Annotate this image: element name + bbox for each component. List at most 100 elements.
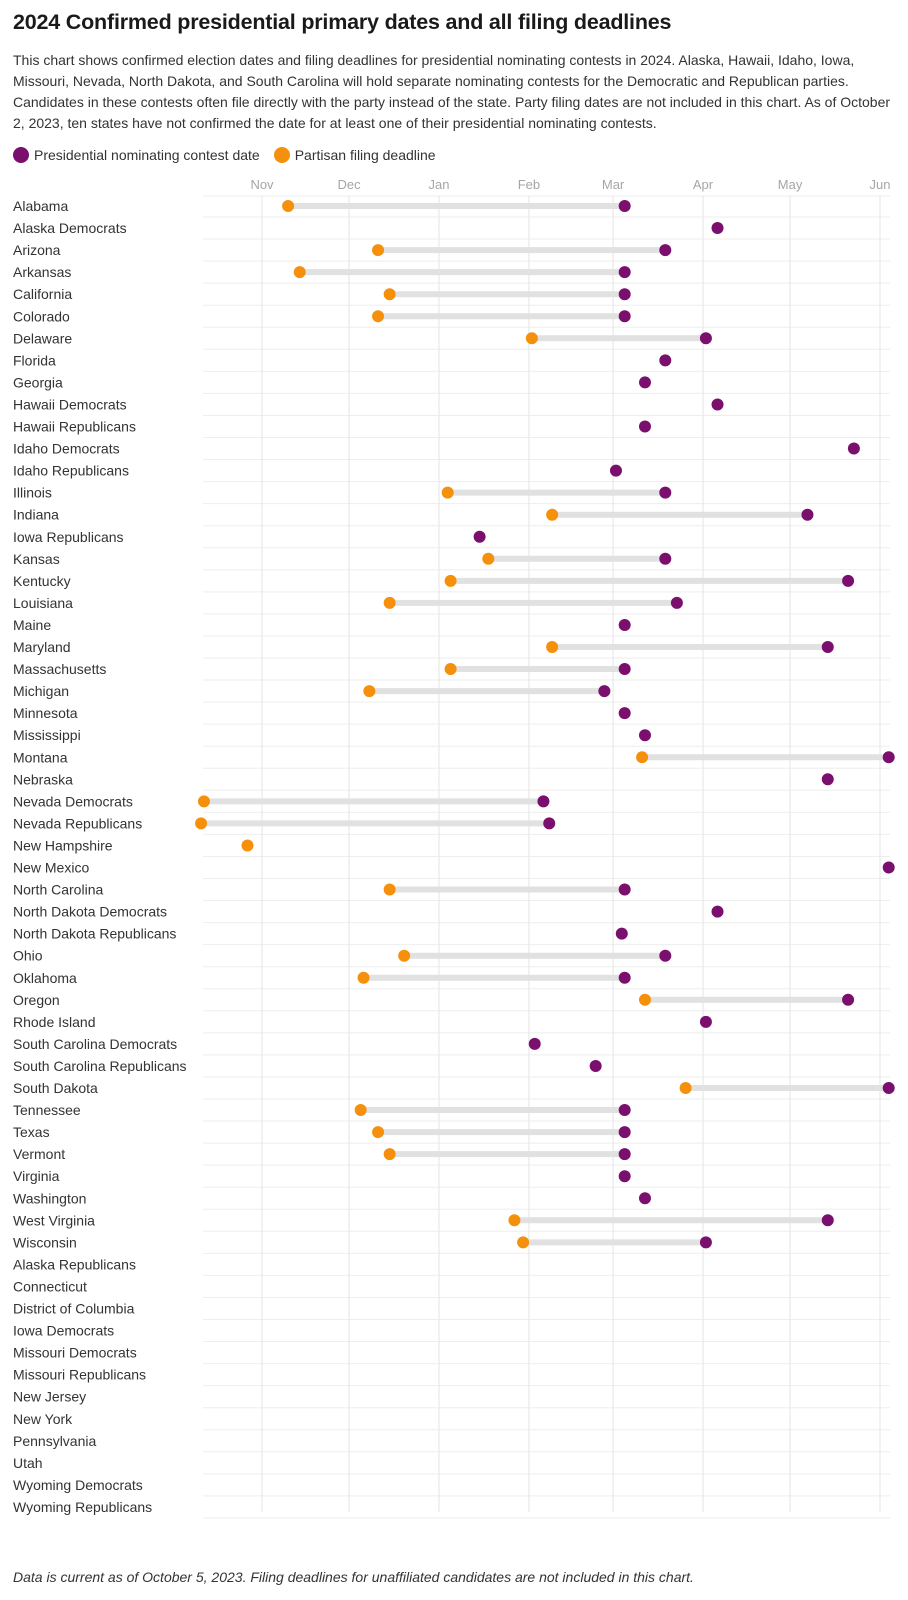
- row-label: West Virginia: [13, 1212, 95, 1228]
- x-tick-label: Dec: [337, 177, 361, 192]
- contest-dot: [882, 861, 895, 874]
- row-label: Idaho Republicans: [13, 463, 129, 479]
- contest-dot: [609, 464, 622, 477]
- contest-dot: [589, 1059, 602, 1072]
- row-label: North Dakota Democrats: [13, 904, 167, 920]
- contest-dot: [618, 310, 631, 323]
- row-label: North Carolina: [13, 882, 103, 898]
- deadline-dot: [444, 574, 457, 587]
- contest-dot: [537, 795, 550, 808]
- contest-dot: [618, 266, 631, 279]
- deadline-dot: [363, 685, 376, 698]
- contest-dot: [618, 1170, 631, 1183]
- row-label: Louisiana: [13, 595, 73, 611]
- deadline-dot: [383, 1148, 396, 1161]
- row-label: Wyoming Democrats: [13, 1477, 143, 1493]
- row-label: Maine: [13, 617, 51, 633]
- row-label: Maryland: [13, 639, 71, 655]
- contest-dot: [821, 1214, 834, 1227]
- contest-dot: [842, 574, 855, 587]
- row-label: Michigan: [13, 683, 69, 699]
- contest-dot: [638, 729, 651, 742]
- contest-dot: [618, 971, 631, 984]
- chart-title: 2024 Confirmed presidential primary date…: [13, 10, 672, 34]
- row-label: Minnesota: [13, 705, 78, 721]
- row-label: Kentucky: [13, 573, 71, 589]
- legend-item-contest: Presidential nominating contest date: [13, 147, 260, 163]
- deadline-dot: [525, 332, 538, 345]
- row-label: Wisconsin: [13, 1234, 77, 1250]
- row-label: Hawaii Democrats: [13, 396, 127, 412]
- contest-dot: [821, 773, 834, 786]
- contest-dot: [618, 1148, 631, 1161]
- contest-dot: [473, 530, 486, 543]
- row-label: Oregon: [13, 992, 60, 1008]
- row-label: Illinois: [13, 485, 52, 501]
- row-label: Ohio: [13, 948, 43, 964]
- row-label: Delaware: [13, 330, 72, 346]
- contest-dot: [699, 1015, 712, 1028]
- contest-dot: [543, 817, 556, 830]
- row-label: Missouri Republicans: [13, 1367, 146, 1383]
- legend-item-deadline: Partisan filing deadline: [273, 147, 436, 163]
- contest-dot: [882, 1082, 895, 1094]
- x-tick-label: Jan: [429, 177, 450, 192]
- contest-dot: [618, 707, 631, 720]
- deadline-dot: [508, 1214, 521, 1227]
- contest-dot: [699, 332, 712, 345]
- row-label: New Jersey: [13, 1389, 86, 1405]
- row-label: California: [13, 286, 72, 302]
- deadline-dot: [293, 266, 306, 279]
- row-label: Florida: [13, 352, 56, 368]
- contest-dot: [670, 596, 683, 609]
- contest-dot: [659, 552, 672, 565]
- row-label: Nevada Democrats: [13, 793, 133, 809]
- x-tick-label: Jun: [870, 177, 891, 192]
- deadline-dot: [197, 795, 210, 808]
- row-label: South Dakota: [13, 1080, 98, 1096]
- contest-dot: [821, 641, 834, 653]
- row-label: Virginia: [13, 1168, 60, 1184]
- x-tick-label: May: [778, 177, 803, 192]
- deadline-dot: [636, 751, 649, 764]
- row-label: South Carolina Democrats: [13, 1036, 177, 1052]
- row-label: Vermont: [13, 1146, 65, 1162]
- deadline-dot: [444, 663, 457, 676]
- footnote: Data is current as of October 5, 2023. F…: [13, 1569, 694, 1585]
- contest-dot: [615, 927, 628, 940]
- contest-dot: [598, 685, 611, 698]
- contest-dot: [618, 618, 631, 631]
- contest-dot: [659, 244, 672, 257]
- legend-contest-swatch: [13, 147, 29, 163]
- row-label: Arizona: [13, 242, 61, 258]
- row-label: Nevada Republicans: [13, 815, 142, 831]
- chart-subtitle: This chart shows confirmed election date…: [13, 52, 891, 131]
- dumbbell-chart: Nov Dec Jan Feb Mar Apr May Jun Alabama Alaska De…: [13, 177, 895, 1519]
- row-label: District of Columbia: [13, 1301, 135, 1317]
- row-label: Colorado: [13, 308, 70, 324]
- row-label: Oklahoma: [13, 970, 77, 986]
- row-label: Mississippi: [13, 727, 81, 743]
- x-tick-label: Mar: [602, 177, 625, 192]
- row-label: Iowa Republicans: [13, 529, 124, 545]
- deadline-dot: [383, 288, 396, 301]
- contest-dot: [711, 905, 724, 918]
- deadline-dot: [241, 839, 254, 852]
- deadline-dot: [354, 1104, 367, 1117]
- deadline-dot: [679, 1082, 692, 1094]
- contest-dot: [659, 486, 672, 499]
- x-tick-label: Apr: [693, 177, 714, 192]
- contest-dot: [699, 1236, 712, 1249]
- contest-dot: [638, 420, 651, 433]
- row-label: Nebraska: [13, 771, 73, 787]
- contest-dot: [618, 288, 631, 301]
- contest-dot: [842, 993, 855, 1006]
- row-label: Arkansas: [13, 264, 71, 280]
- legend: Presidential nominating contest date Par…: [13, 146, 450, 164]
- row-label: Indiana: [13, 507, 59, 523]
- row-label: Missouri Democrats: [13, 1345, 137, 1361]
- deadline-dot: [546, 508, 559, 521]
- contest-dot: [618, 1104, 631, 1117]
- contest-dot: [659, 354, 672, 367]
- contest-dot: [659, 949, 672, 962]
